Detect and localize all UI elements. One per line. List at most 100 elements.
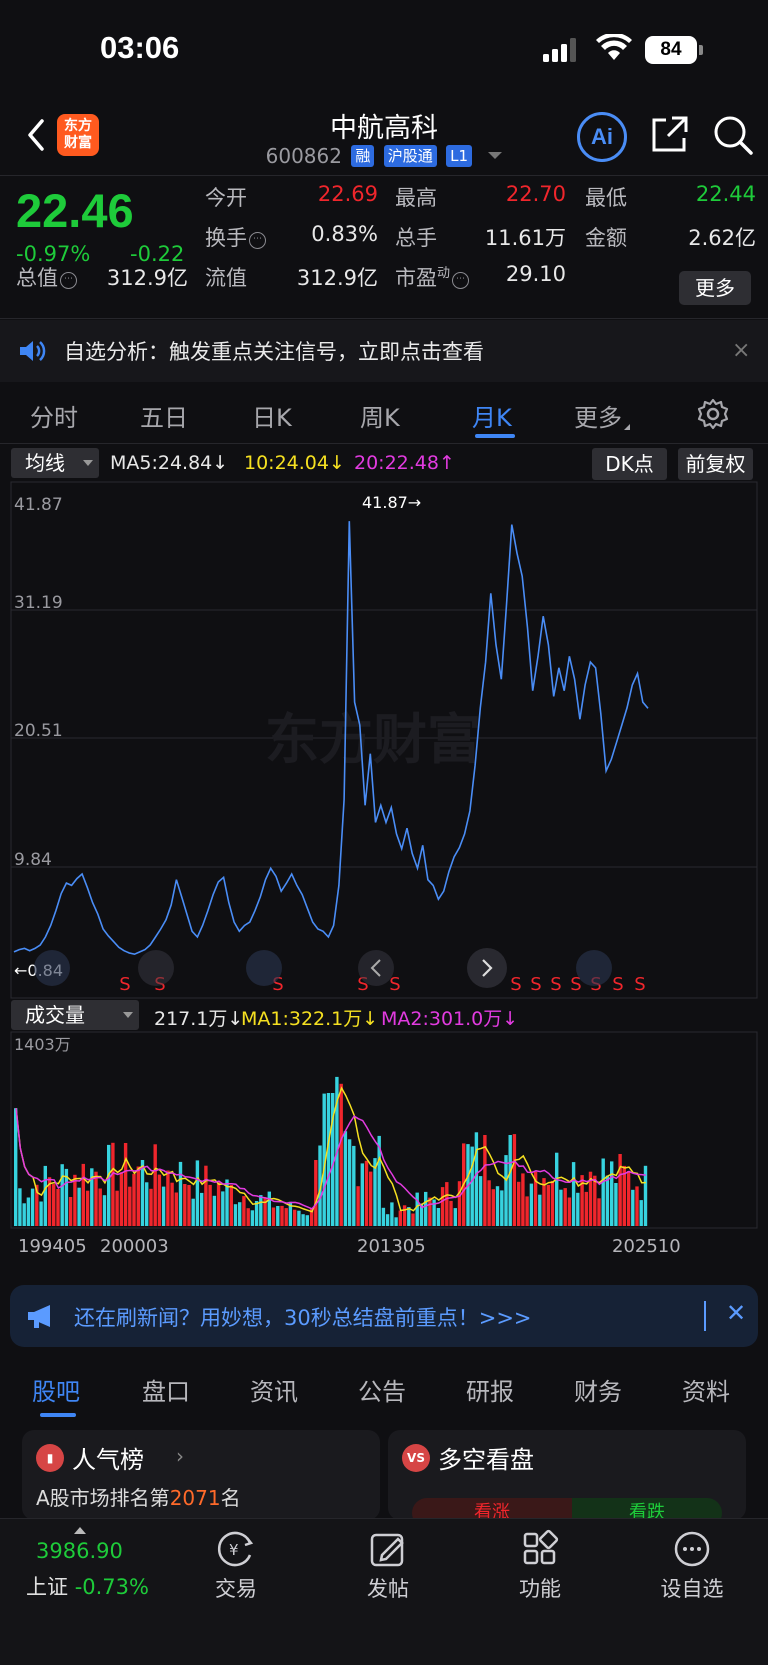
nav-watchlist-label: 设自选 (660, 1577, 724, 1601)
nav-watchlist[interactable]: 设自选 (642, 1529, 742, 1603)
tab-guba[interactable]: 股吧 (32, 1378, 80, 1406)
close-icon[interactable]: ✕ (726, 1299, 747, 1327)
info-icon[interactable]: ⋯ (452, 272, 470, 289)
chevron-down-icon[interactable] (488, 152, 503, 159)
stock-code-row[interactable]: 600862 融 沪股通 L1 (0, 144, 768, 168)
pe-sup: 动 (437, 266, 451, 281)
volume-bar (254, 1201, 259, 1226)
volume-bar (128, 1186, 132, 1226)
volume-bar (30, 1188, 35, 1226)
dk-point-button[interactable]: DK点 (592, 448, 667, 480)
turnover-label[interactable]: 换手 ⋯ (205, 222, 266, 252)
volume-bar (356, 1186, 360, 1226)
gear-icon[interactable] (697, 398, 729, 430)
popularity-card[interactable]: ▮ 人气榜 › A股市场排名第2071名 (22, 1430, 380, 1520)
price-chart[interactable]: 东方财富 41.87 31.19 20.51 9.84 41.87→ ←0.84… (0, 480, 768, 1000)
volume-bar (428, 1197, 432, 1226)
volume-bar (517, 1181, 521, 1226)
sell-marker: S (389, 974, 400, 995)
x-label-1: 199405 (18, 1236, 87, 1257)
price-line (13, 521, 649, 956)
volume-bar (419, 1203, 424, 1226)
tab-pankou[interactable]: 盘口 (142, 1378, 190, 1406)
chevron-down-icon (123, 1012, 133, 1018)
tag-connect: 沪股通 (383, 145, 437, 167)
tab-news[interactable]: 资讯 (250, 1378, 298, 1406)
tab-day-k[interactable]: 日K (252, 404, 292, 432)
zoom-out-icon[interactable] (34, 950, 70, 986)
volume-bar (635, 1186, 639, 1226)
volume-ma1: MA1:322.1万↓ (241, 1008, 379, 1030)
bull-bear-card[interactable]: VS 多空看盘 看涨 看跌 (388, 1430, 746, 1520)
fullscreen-icon[interactable] (576, 950, 612, 986)
notice-text: 自选分析：触发重点关注信号，立即点击查看 (64, 340, 484, 364)
volume-bar (56, 1189, 60, 1226)
dropdown-corner-icon (624, 424, 630, 430)
zoom-minus-icon[interactable] (138, 950, 174, 986)
volume-bar (322, 1093, 326, 1226)
nav-post[interactable]: 发帖 (338, 1529, 438, 1603)
x-label-2: 200003 (100, 1236, 169, 1257)
volume-bar (314, 1160, 318, 1226)
battery-icon: 84 (645, 36, 697, 64)
open-value: 22.69 (317, 182, 378, 206)
volume-bar (238, 1202, 242, 1226)
volume-bar (331, 1093, 335, 1226)
ai-assistant-icon[interactable]: Ai (577, 112, 627, 162)
bearish-button[interactable]: 看跌 (572, 1498, 722, 1520)
nav-trade[interactable]: ¥ 交易 (186, 1529, 286, 1603)
y-label-max: 41.87 (14, 495, 63, 515)
volume-indicator-select[interactable]: 成交量 (11, 1000, 139, 1030)
signal-notice[interactable]: 自选分析：触发重点关注信号，立即点击查看 × (0, 320, 768, 382)
close-icon[interactable]: × (732, 338, 751, 363)
tab-profile[interactable]: 资料 (682, 1378, 730, 1406)
volume-bar (483, 1135, 487, 1226)
tab-five-day[interactable]: 五日 (140, 404, 188, 432)
volume-bar (73, 1174, 77, 1226)
volume-bar (326, 1093, 331, 1226)
pan-right-icon[interactable] (467, 948, 507, 988)
zoom-plus-icon[interactable] (246, 950, 282, 986)
max-price-marker: 41.87→ (362, 493, 421, 512)
turnover-label-text: 换手 (205, 226, 247, 250)
volume-bar (390, 1202, 394, 1226)
volume-bar (643, 1165, 648, 1226)
status-time: 03:06 (100, 30, 180, 65)
indicator-select[interactable]: 均线 (11, 448, 99, 478)
volume-bar (187, 1185, 191, 1226)
chevron-down-icon (83, 460, 93, 466)
back-arrow-icon[interactable] (22, 115, 52, 155)
more-dots-icon (674, 1531, 710, 1567)
tab-announcements[interactable]: 公告 (358, 1378, 406, 1406)
adjust-button[interactable]: 前复权 (678, 448, 753, 480)
tab-intraday[interactable]: 分时 (30, 404, 78, 432)
volume-label: 总手 (395, 226, 437, 250)
pe-label[interactable]: 市盈动 ⋯ (395, 262, 470, 292)
info-icon[interactable]: ⋯ (60, 272, 77, 289)
volume-bar (500, 1190, 504, 1226)
tab-research[interactable]: 研报 (466, 1378, 514, 1406)
bullish-button[interactable]: 看涨 (412, 1498, 572, 1520)
volume-bar (305, 1215, 309, 1226)
vs-icon: VS (402, 1444, 430, 1472)
search-icon[interactable] (712, 114, 754, 156)
nav-post-label: 发帖 (367, 1577, 409, 1601)
volume-bar (449, 1200, 453, 1226)
volume-bar (605, 1175, 610, 1226)
promo-banner[interactable]: 还在刷新闻？用妙想，30秒总结盘前重点！>>> ✕ (10, 1285, 758, 1347)
share-icon[interactable] (650, 114, 690, 154)
volume-chart[interactable]: 1403万 (0, 1030, 768, 1230)
volume-bar (212, 1195, 217, 1226)
mktcap-label[interactable]: 总值 ⋯ (16, 262, 77, 292)
tab-finance[interactable]: 财务 (574, 1378, 622, 1406)
volume-bar (571, 1162, 576, 1226)
tab-month-k[interactable]: 月K (472, 404, 512, 432)
volume-bar (280, 1205, 284, 1226)
nav-functions[interactable]: 功能 (490, 1529, 590, 1603)
tab-week-k[interactable]: 周K (360, 404, 400, 432)
info-icon[interactable]: ⋯ (249, 232, 266, 249)
tab-more[interactable]: 更多 (574, 398, 630, 433)
change-amount: -0.22 (130, 242, 185, 266)
pan-left-icon[interactable] (358, 950, 394, 986)
more-button[interactable]: 更多 (679, 271, 751, 305)
